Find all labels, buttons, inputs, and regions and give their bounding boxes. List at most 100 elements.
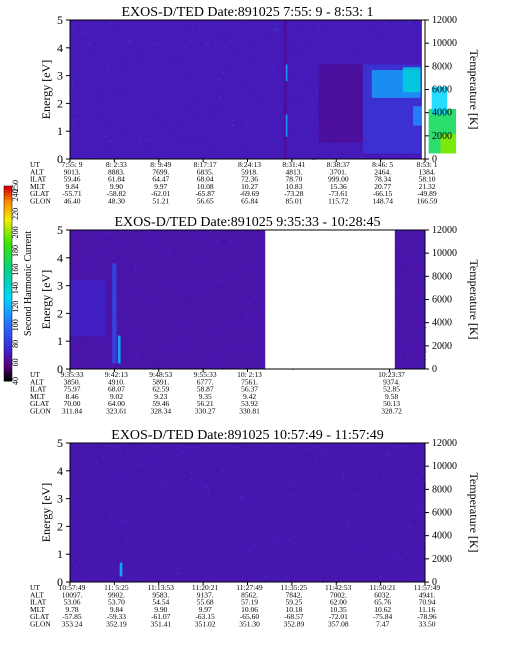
noise-cell <box>289 458 292 459</box>
noise-cell <box>145 125 148 127</box>
orbit-value: 68.07 <box>108 385 125 394</box>
noise-cell <box>178 302 181 304</box>
noise-cell <box>140 52 143 54</box>
noise-cell <box>388 558 391 560</box>
noise-cell <box>236 520 238 522</box>
noise-cell <box>395 526 397 528</box>
noise-cell <box>217 469 219 471</box>
noise-cell <box>369 458 371 460</box>
noise-cell <box>82 258 85 260</box>
noise-cell <box>141 466 144 468</box>
noise-cell <box>106 65 109 67</box>
noise-cell <box>309 89 312 91</box>
noise-cell <box>394 565 397 567</box>
noise-cell <box>334 510 337 512</box>
noise-cell <box>207 580 210 582</box>
noise-cell <box>314 461 317 463</box>
noise-cell <box>184 447 187 449</box>
noise-cell <box>150 150 153 152</box>
noise-cell <box>186 359 189 361</box>
noise-cell <box>191 112 194 114</box>
noise-cell <box>153 116 156 118</box>
noise-cell <box>81 463 84 464</box>
temperature-tick-label: 6000 <box>432 295 452 306</box>
noise-cell <box>356 547 359 549</box>
noise-cell <box>214 21 217 23</box>
noise-cell <box>242 497 245 499</box>
noise-cell <box>228 68 230 69</box>
noise-cell <box>298 70 301 72</box>
noise-cell <box>415 514 418 516</box>
noise-cell <box>306 90 309 92</box>
noise-cell <box>397 510 400 512</box>
noise-cell <box>415 518 418 520</box>
noise-cell <box>84 22 87 24</box>
noise-cell <box>87 445 90 447</box>
noise-cell <box>87 145 90 147</box>
noise-cell <box>348 122 351 124</box>
noise-cell <box>231 112 234 114</box>
noise-cell <box>208 563 211 565</box>
noise-cell <box>225 230 227 232</box>
noise-cell <box>297 28 300 30</box>
colorbar-cell <box>4 361 12 366</box>
noise-cell <box>111 467 114 469</box>
noise-cell <box>163 281 166 283</box>
noise-cell <box>326 145 328 147</box>
noise-cell <box>234 117 236 119</box>
noise-cell <box>231 134 234 136</box>
noise-cell <box>119 301 122 303</box>
noise-cell <box>186 523 189 524</box>
noise-cell <box>155 568 158 570</box>
noise-cell <box>203 105 206 107</box>
noise-cell <box>385 468 388 470</box>
noise-cell <box>241 321 244 323</box>
orbit-value: 53.06 <box>64 598 81 607</box>
noise-cell <box>234 35 237 37</box>
noise-cell <box>211 129 214 131</box>
noise-cell <box>167 150 170 152</box>
noise-cell <box>106 357 109 359</box>
noise-cell <box>270 489 273 491</box>
noise-cell <box>192 46 195 48</box>
colorbar-cell <box>4 329 12 333</box>
noise-cell <box>218 134 220 135</box>
orbit-value: 57.19 <box>241 598 258 607</box>
noise-cell <box>110 22 112 24</box>
noise-cell <box>233 33 236 35</box>
noise-cell <box>384 522 387 524</box>
orbit-value: 8:24:13 <box>238 160 261 169</box>
noise-cell <box>378 576 381 577</box>
noise-cell <box>73 341 75 343</box>
noise-cell <box>297 134 300 136</box>
noise-cell <box>140 464 142 466</box>
orbit-value: 11: 5:25 <box>104 583 129 592</box>
temperature-tick-label: 6000 <box>432 85 452 96</box>
noise-cell <box>241 496 244 498</box>
noise-cell <box>118 120 121 122</box>
noise-cell <box>312 492 315 494</box>
noise-cell <box>197 77 200 79</box>
noise-cell <box>173 560 176 562</box>
orbit-row-label: ILAT <box>30 175 47 184</box>
noise-cell <box>207 314 210 316</box>
noise-cell <box>112 235 114 237</box>
noise-cell <box>408 503 411 505</box>
noise-cell <box>250 480 252 482</box>
noise-cell <box>343 92 345 94</box>
noise-cell <box>380 510 383 512</box>
colorbar: 406080100120140160180200220240250Second … <box>3 180 34 385</box>
noise-cell <box>407 461 409 463</box>
noise-cell <box>248 550 251 552</box>
noise-cell <box>190 472 193 474</box>
noise-cell <box>259 141 261 142</box>
noise-cell <box>163 529 166 531</box>
noise-cell <box>125 449 128 451</box>
noise-cell <box>156 495 158 496</box>
noise-cell <box>305 539 308 541</box>
noise-cell <box>225 272 228 274</box>
noise-cell <box>123 97 125 99</box>
noise-cell <box>343 89 346 91</box>
noise-cell <box>168 73 170 75</box>
noise-cell <box>228 269 230 271</box>
